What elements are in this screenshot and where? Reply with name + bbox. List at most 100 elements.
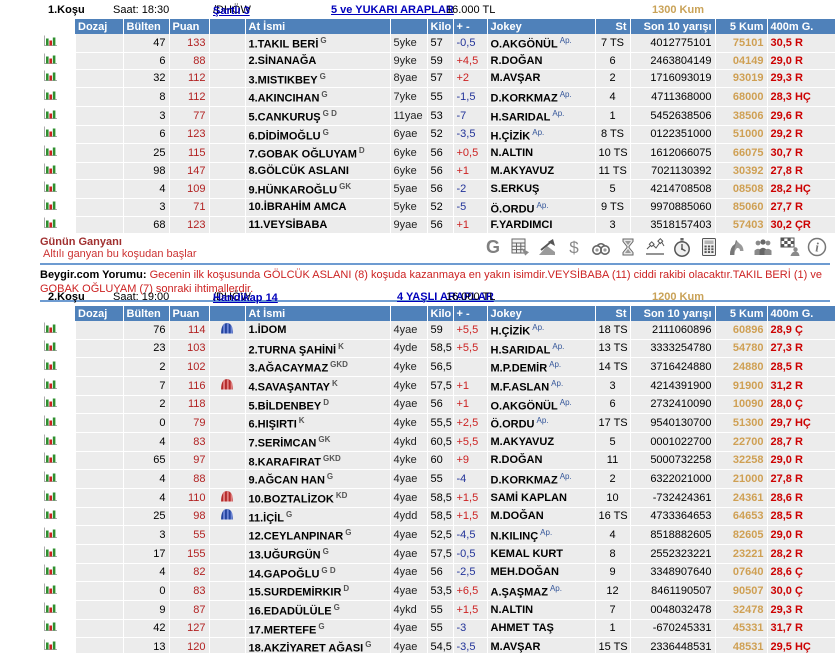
form-chart-icon[interactable] <box>644 236 666 258</box>
money-icon[interactable]: $ <box>563 236 585 258</box>
form-graph-icon[interactable] <box>43 145 58 161</box>
horse-name[interactable]: 14.GAPOĞLU <box>248 568 320 581</box>
form-graph-icon[interactable] <box>43 564 58 580</box>
form-graph-icon[interactable] <box>43 583 58 599</box>
race-prize: 16.000 TL <box>446 291 496 303</box>
bulletin-icon[interactable] <box>509 236 531 258</box>
jockey-name: AHMET TAŞ <box>490 622 554 635</box>
form-graph-icon[interactable] <box>43 108 58 124</box>
form-graph-icon[interactable] <box>43 639 58 653</box>
form-graph-icon[interactable] <box>43 217 58 233</box>
crowd-icon[interactable] <box>752 236 774 258</box>
form-graph-icon[interactable] <box>43 53 58 69</box>
horse-name[interactable]: 2.TURNA ŞAHİNİ <box>248 344 337 357</box>
form-graph-icon[interactable] <box>43 89 58 105</box>
start-box: 6 <box>595 395 631 415</box>
horse-name[interactable]: 17.MERTEFE <box>248 624 317 637</box>
horse-row: 4 88 9.AĞCAN HAN G 4yae 55 -4 D.KORKMAZ Ap. 2 6322… <box>40 469 836 489</box>
horse-name[interactable]: 9.HÜNKAROĞLU <box>248 184 338 197</box>
form-graph-icon[interactable] <box>43 602 58 618</box>
horse-name[interactable]: 16.EDADÜLÜLE <box>248 605 332 618</box>
form-graph-icon[interactable] <box>43 163 58 179</box>
puan-value: 123 <box>169 216 210 235</box>
form-graph-icon[interactable] <box>43 322 58 338</box>
info-icon[interactable]: i <box>806 236 828 258</box>
calculator-icon[interactable] <box>698 236 720 258</box>
race-condition-link[interactable]: Şartlı 3 <box>213 5 250 17</box>
start-box: 9 TS <box>595 198 631 218</box>
form-graph-icon[interactable] <box>43 378 58 394</box>
ganyan-icon[interactable]: G <box>482 236 504 258</box>
horse-name[interactable]: 13.UĞURGÜN <box>248 549 321 562</box>
form-graph-icon[interactable] <box>43 126 58 142</box>
form-graph-icon[interactable] <box>43 415 58 431</box>
horse-name[interactable]: 10.BOZTALİZOK <box>248 493 334 506</box>
form-graph-icon[interactable] <box>43 452 58 468</box>
start-box: 3 <box>595 216 631 235</box>
col-kilo: Kilo <box>427 306 454 321</box>
horse-name[interactable]: 10.İBRAHİM AMCA <box>248 201 347 214</box>
horse-name[interactable]: 8.GÖLCÜK ASLANI <box>248 164 349 177</box>
horse-name[interactable]: 1.İDOM <box>248 323 287 336</box>
last10-results: 2732410090 <box>630 395 716 415</box>
horse-name[interactable]: 2.SİNANAĞA <box>248 54 317 67</box>
puan-value: 83 <box>169 432 210 452</box>
horse-icon[interactable] <box>725 236 747 258</box>
form-graph-icon[interactable] <box>43 546 58 562</box>
horse-name[interactable]: 3.MISTIKBEY <box>248 74 318 87</box>
horse-name[interactable]: 11.İÇİL <box>248 512 284 525</box>
horse-name[interactable]: 8.KARAFIRAT <box>248 456 322 469</box>
jockey-name: F.YARDIMCI <box>490 219 553 232</box>
form-graph-icon[interactable] <box>43 434 58 450</box>
horse-name[interactable]: 9.AĞCAN HAN <box>248 474 325 487</box>
trend-icon[interactable] <box>536 236 558 258</box>
horse-name[interactable]: 5.BİLDENBEY <box>248 400 322 413</box>
form-graph-icon[interactable] <box>43 70 58 86</box>
horse-name[interactable]: 4.AKINCIHAN <box>248 92 320 105</box>
form-graph-icon[interactable] <box>43 35 58 51</box>
horse-row: 65 97 8.KARAFIRAT GKD 4yke 60 +9 R.DOĞAN 11 50007… <box>40 451 836 471</box>
race-condition-link[interactable]: Handikap 14 <box>213 292 278 304</box>
horse-name[interactable]: 11.VEYSİBABA <box>248 219 328 232</box>
last5-sand: 68000 <box>715 87 768 107</box>
horse-name[interactable]: 6.DİDİMOĞLU <box>248 130 321 143</box>
horse-age: 4yae <box>390 321 428 340</box>
form-graph-icon[interactable] <box>43 181 58 197</box>
horse-name[interactable]: 18.AKZİYARET AĞASI <box>248 642 364 653</box>
photo-finish-icon[interactable] <box>779 236 801 258</box>
form-graph-icon[interactable] <box>43 199 58 215</box>
form-graph-icon[interactable] <box>43 490 58 506</box>
horse-name[interactable]: 5.CANKURUŞ <box>248 111 321 124</box>
form-graph-icon[interactable] <box>43 508 58 524</box>
form-graph-icon[interactable] <box>43 340 58 356</box>
race-number: 1.Koşu <box>48 4 85 16</box>
race-category-link[interactable]: 4 YAŞLI ARAPLAR <box>397 291 494 303</box>
horse-name[interactable]: 7.GOBAK OĞLUYAM <box>248 148 357 161</box>
horse-name[interactable]: 3.AĞACAYMAZ <box>248 362 329 375</box>
form-graph-icon[interactable] <box>43 396 58 412</box>
horse-suffix: G <box>285 509 293 519</box>
stable-silks-icon <box>220 509 234 523</box>
hourglass-icon[interactable] <box>617 236 639 258</box>
g400-time: 29,5 HÇ <box>767 637 836 653</box>
weight-diff: -4 <box>453 469 488 489</box>
last5-sand: 32258 <box>715 451 768 471</box>
horse-name[interactable]: 1.TAKIL BERİ <box>248 38 319 51</box>
horse-name[interactable]: 7.SERİMCAN <box>248 437 317 450</box>
horse-name[interactable]: 6.HIŞIRTI <box>248 418 297 431</box>
horse-name[interactable]: 4.SAVAŞANTAY <box>248 381 331 394</box>
kilo-value: 59 <box>427 321 454 340</box>
jockey-name: MEH.DOĞAN <box>490 566 559 579</box>
binoculars-icon[interactable] <box>590 236 612 258</box>
race-category-link[interactable]: 5 ve YUKARI ARAPLAR <box>331 4 454 16</box>
bulten-value: 3 <box>123 525 170 545</box>
horse-name[interactable]: 12.CEYLANPINAR <box>248 530 344 543</box>
form-graph-icon[interactable] <box>43 620 58 636</box>
stopwatch-icon[interactable] <box>671 236 693 258</box>
form-graph-icon[interactable] <box>43 527 58 543</box>
form-graph-icon[interactable] <box>43 471 58 487</box>
weight-diff: +4,5 <box>453 52 488 70</box>
form-graph-icon[interactable] <box>43 359 58 375</box>
horse-name[interactable]: 15.SURDEMİRKIR <box>248 586 342 599</box>
g400-time: 28,0 Ç <box>767 395 836 415</box>
